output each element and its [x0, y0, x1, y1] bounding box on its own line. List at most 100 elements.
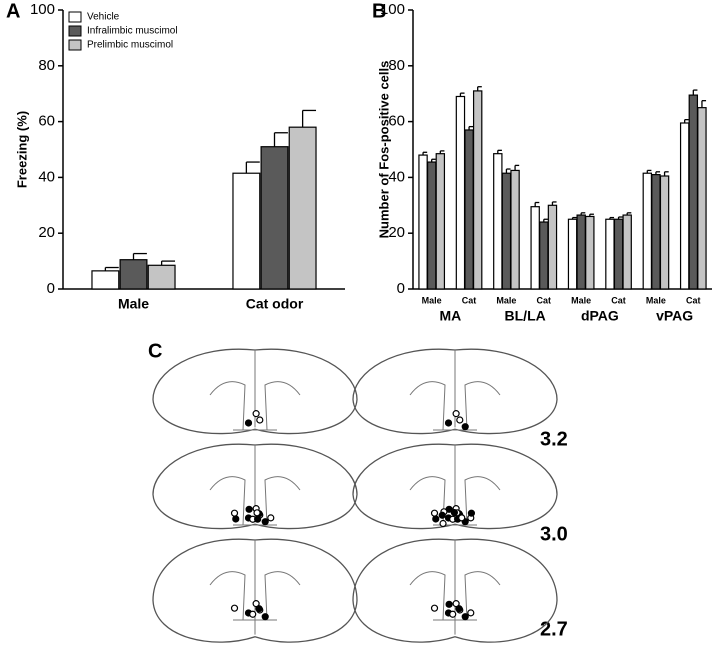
injection-site — [230, 604, 239, 612]
legend-swatch — [68, 25, 82, 37]
x-tick-label: Male — [118, 296, 149, 312]
injection-site — [232, 515, 240, 523]
injection-site — [461, 613, 469, 621]
legend-swatch — [68, 39, 82, 51]
y-tick-label: 40 — [388, 168, 405, 185]
x-tick-label: Male — [646, 295, 666, 305]
injection-site — [430, 509, 439, 517]
x-tick-label: Cat — [686, 295, 701, 305]
brain-sections — [152, 348, 558, 643]
y-tick-label: 40 — [38, 168, 55, 185]
bar — [547, 204, 558, 290]
section-outline — [152, 538, 358, 643]
region-outline — [209, 476, 301, 526]
injection-site — [450, 509, 458, 517]
bar — [651, 174, 661, 290]
y-tick-label: 20 — [388, 224, 405, 241]
injection-site — [252, 410, 260, 418]
bar — [585, 215, 595, 290]
bar — [510, 169, 520, 290]
injection-site — [255, 605, 263, 613]
injection-site — [455, 605, 463, 613]
injection-site — [430, 604, 439, 612]
y-tick-label: 80 — [388, 57, 405, 74]
bar — [659, 175, 670, 290]
y-tick-label: 0 — [397, 280, 405, 297]
section-outline — [152, 443, 358, 530]
y-tick-label: 100 — [30, 1, 55, 18]
injection-site — [432, 515, 440, 523]
bar — [472, 90, 483, 290]
injection-site — [467, 609, 475, 617]
y-tick-label: 60 — [388, 113, 405, 130]
y-tick-label: 80 — [38, 57, 55, 74]
y-axis-label: Number of Fos-positive cells — [376, 61, 391, 239]
bar — [119, 259, 148, 290]
bar — [642, 172, 653, 290]
level-label: 2.7 — [540, 618, 568, 640]
injection-site — [467, 509, 476, 517]
bar — [147, 264, 176, 290]
injection-site — [253, 509, 261, 517]
level-label: 3.2 — [540, 428, 568, 450]
injection-site — [230, 509, 239, 517]
bar — [232, 172, 261, 290]
injection-site — [245, 505, 253, 513]
section-outline — [352, 443, 558, 530]
injection-site — [452, 410, 460, 418]
injection-site — [444, 419, 453, 427]
section-outline — [352, 348, 558, 435]
bar — [493, 153, 503, 290]
injection-site — [461, 423, 469, 431]
panel-label: B — [372, 0, 386, 22]
level-label: 3.0 — [540, 523, 568, 545]
bar — [622, 214, 632, 290]
injection-site — [249, 610, 257, 618]
y-tick-label: 100 — [380, 1, 405, 18]
bar — [260, 146, 289, 290]
bar — [679, 122, 690, 290]
legend-label: Infralimbic muscimol — [87, 26, 178, 37]
injection-site — [439, 519, 447, 528]
injection-site — [449, 610, 457, 618]
legend-label: Prelimbic muscimol — [87, 40, 173, 51]
section-outline — [352, 538, 558, 643]
injection-site — [261, 518, 269, 526]
region-outline — [209, 571, 301, 621]
bar — [455, 95, 466, 290]
panel-label: A — [6, 0, 20, 22]
region-outline — [209, 381, 301, 431]
y-tick-label: 60 — [38, 113, 55, 130]
bar — [288, 126, 317, 290]
bar — [688, 94, 699, 290]
bar — [576, 214, 586, 290]
y-tick-label: 20 — [38, 224, 55, 241]
bar — [426, 161, 437, 290]
x-tick-label: Cat — [462, 295, 477, 305]
injection-site — [456, 416, 464, 424]
legend-swatch — [68, 11, 82, 23]
y-axis-label: Freezing (%) — [14, 111, 29, 188]
x-group-label: BL/LA — [505, 308, 546, 324]
y-tick-label: 0 — [47, 280, 55, 297]
injection-site — [244, 419, 253, 427]
bar — [530, 206, 540, 290]
injection-site — [458, 514, 466, 522]
x-tick-label: Male — [422, 295, 442, 305]
x-group-label: dPAG — [581, 308, 619, 324]
x-tick-label: Cat odor — [246, 296, 304, 312]
bar — [418, 154, 428, 290]
x-group-label: MA — [439, 308, 461, 324]
region-outline — [409, 571, 501, 621]
bar — [613, 218, 624, 290]
injection-site — [438, 511, 446, 519]
bar — [501, 172, 512, 290]
region-outline — [409, 381, 501, 431]
bar — [567, 218, 578, 290]
legend-label: Vehicle — [87, 12, 120, 23]
injection-site — [256, 416, 264, 424]
bar — [539, 221, 549, 290]
injection-site — [445, 600, 453, 608]
bar — [605, 218, 615, 290]
